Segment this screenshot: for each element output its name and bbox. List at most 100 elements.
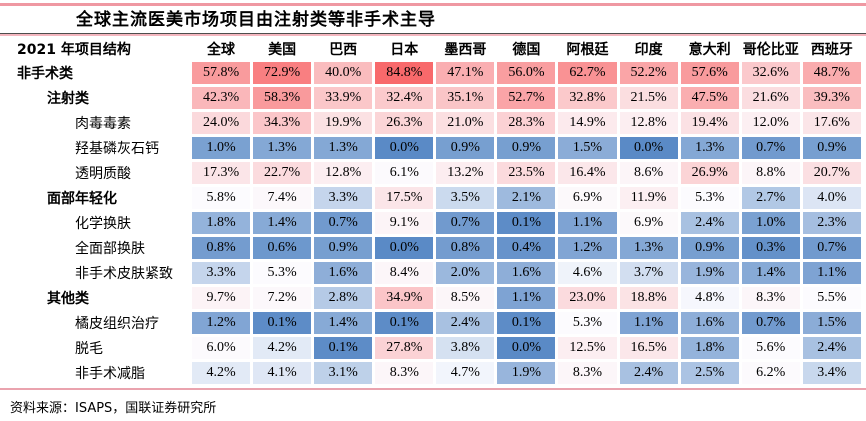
heatmap-cell: 1.4% (253, 212, 312, 234)
header-row: 2021 年项目结构 全球 美国 巴西 日本 墨西哥 德国 阿根廷 印度 意大利 哥伦比亚 西班牙 (5, 39, 861, 59)
heatmap-cell: 1.2% (192, 312, 251, 334)
heatmap-cell: 0.7% (436, 212, 495, 234)
heatmap-cell: 7.2% (253, 287, 312, 309)
heatmap-cell: 3.4% (802, 362, 861, 384)
heatmap-cell: 1.5% (802, 312, 861, 334)
heatmap-cell: 84.8% (375, 62, 434, 84)
heatmap-cell: 0.7% (741, 312, 800, 334)
heatmap-cell: 2.7% (741, 187, 800, 209)
column-header: 全球 (207, 42, 236, 58)
heatmap-cell: 47.5% (680, 87, 739, 109)
heatmap-cell: 4.2% (192, 362, 251, 384)
heatmap-cell: 0.1% (253, 312, 312, 334)
table-row: 非手术皮肤紧致 3.3% 5.3% 1.6% 8.4% 2.0% 1.6% 4.6% 3.7% 1… (5, 262, 861, 284)
heatmap-cell: 18.8% (619, 287, 678, 309)
title-underline-dark (0, 33, 866, 34)
heatmap-cell: 1.5% (558, 137, 617, 159)
row-label: 化学换肤 (5, 212, 189, 234)
heatmap-cell: 7.4% (253, 187, 312, 209)
heatmap-cell: 1.3% (619, 237, 678, 259)
heatmap-cell: 35.1% (436, 87, 495, 109)
table-row: 非手术减脂 4.2% 4.1% 3.1% 8.3% 4.7% 1.9% 8.3% 2.4% 2.5… (5, 362, 861, 384)
heatmap-cell: 0.9% (802, 137, 861, 159)
heatmap-cell: 5.8% (192, 187, 251, 209)
heatmap-cell: 1.3% (314, 137, 373, 159)
heatmap-cell: 1.8% (680, 337, 739, 359)
heatmap-cell: 33.9% (314, 87, 373, 109)
heatmap-cell: 4.6% (558, 262, 617, 284)
heatmap-cell: 8.4% (375, 262, 434, 284)
heatmap-cell: 12.5% (558, 337, 617, 359)
heatmap-cell: 32.4% (375, 87, 434, 109)
table-row: 全面部换肤 0.8% 0.6% 0.9% 0.0% 0.8% 0.4% 1.2% 1.3% 0.9… (5, 237, 861, 259)
heatmap-cell: 0.9% (680, 237, 739, 259)
heatmap-cell: 20.7% (802, 162, 861, 184)
heatmap-table: 2021 年项目结构 全球 美国 巴西 日本 墨西哥 德国 阿根廷 印度 意大利 哥伦比亚 西班牙 … (2, 36, 864, 387)
heatmap-cell: 2.0% (436, 262, 495, 284)
column-header: 哥伦比亚 (742, 42, 799, 58)
heatmap-cell: 23.5% (497, 162, 556, 184)
heatmap-cell: 23.0% (558, 287, 617, 309)
heatmap-cell: 19.4% (680, 112, 739, 134)
heatmap-cell: 4.1% (253, 362, 312, 384)
heatmap-cell: 1.1% (802, 262, 861, 284)
heatmap-cell: 1.2% (558, 237, 617, 259)
table-body: 非手术类 57.8% 72.9% 40.0% 84.8% 47.1% 56.0% 62.7% 5… (5, 62, 861, 384)
heatmap-cell: 1.9% (680, 262, 739, 284)
heatmap-cell: 1.6% (680, 312, 739, 334)
heatmap-cell: 21.5% (619, 87, 678, 109)
row-label: 橘皮组织治疗 (5, 312, 189, 334)
heatmap-cell: 9.1% (375, 212, 434, 234)
row-label: 羟基磷灰石钙 (5, 137, 189, 159)
heatmap-cell: 1.3% (253, 137, 312, 159)
heatmap-cell: 0.4% (497, 237, 556, 259)
heatmap-cell: 12.0% (741, 112, 800, 134)
heatmap-cell: 24.0% (192, 112, 251, 134)
heatmap-cell: 57.8% (192, 62, 251, 84)
heatmap-cell: 39.3% (802, 87, 861, 109)
heatmap-cell: 47.1% (436, 62, 495, 84)
heatmap-cell: 0.6% (253, 237, 312, 259)
table-row: 透明质酸 17.3% 22.7% 12.8% 6.1% 13.2% 23.5% 16.4% 8.… (5, 162, 861, 184)
heatmap-cell: 8.3% (375, 362, 434, 384)
heatmap-cell: 6.2% (741, 362, 800, 384)
heatmap-cell: 3.5% (436, 187, 495, 209)
column-header: 墨西哥 (444, 42, 487, 58)
heatmap-cell: 8.5% (436, 287, 495, 309)
heatmap-cell: 5.3% (253, 262, 312, 284)
heatmap-cell: 6.9% (558, 187, 617, 209)
heatmap-cell: 8.8% (741, 162, 800, 184)
heatmap-cell: 1.1% (619, 312, 678, 334)
report-figure: 全球主流医美市场项目由注射类等非手术主导 2021 年项目结构 全球 美国 巴西 日本… (0, 3, 866, 416)
heatmap-cell: 48.7% (802, 62, 861, 84)
heatmap-cell: 6.0% (192, 337, 251, 359)
heatmap-cell: 1.3% (680, 137, 739, 159)
heatmap-cell: 11.9% (619, 187, 678, 209)
table-row: 脱毛 6.0% 4.2% 0.1% 27.8% 3.8% 0.0% 12.5% 16.5% 1.8… (5, 337, 861, 359)
table-row: 化学换肤 1.8% 1.4% 0.7% 9.1% 0.7% 0.1% 1.1% 6.9% 2.4%… (5, 212, 861, 234)
row-label: 注射类 (5, 87, 189, 109)
table-row: 非手术类 57.8% 72.9% 40.0% 84.8% 47.1% 56.0% 62.7% 5… (5, 62, 861, 84)
heatmap-cell: 8.3% (741, 287, 800, 309)
heatmap-cell: 17.6% (802, 112, 861, 134)
column-header: 美国 (268, 42, 297, 58)
title-underline-pink (0, 34, 866, 36)
heatmap-cell: 0.0% (375, 237, 434, 259)
heatmap-cell: 1.1% (497, 287, 556, 309)
heatmap-cell: 34.9% (375, 287, 434, 309)
row-label: 非手术减脂 (5, 362, 189, 384)
heatmap-cell: 1.4% (314, 312, 373, 334)
heatmap-cell: 16.4% (558, 162, 617, 184)
heatmap-cell: 40.0% (314, 62, 373, 84)
heatmap-cell: 2.1% (497, 187, 556, 209)
heatmap-cell: 0.9% (314, 237, 373, 259)
row-label: 透明质酸 (5, 162, 189, 184)
heatmap-cell: 27.8% (375, 337, 434, 359)
heatmap-cell: 3.1% (314, 362, 373, 384)
heatmap-cell: 52.2% (619, 62, 678, 84)
table-header: 2021 年项目结构 全球 美国 巴西 日本 墨西哥 德国 阿根廷 印度 意大利 哥伦比亚 西班牙 (5, 39, 861, 59)
row-label: 非手术皮肤紧致 (5, 262, 189, 284)
heatmap-cell: 57.6% (680, 62, 739, 84)
heatmap-cell: 21.6% (741, 87, 800, 109)
heatmap-cell: 32.6% (741, 62, 800, 84)
